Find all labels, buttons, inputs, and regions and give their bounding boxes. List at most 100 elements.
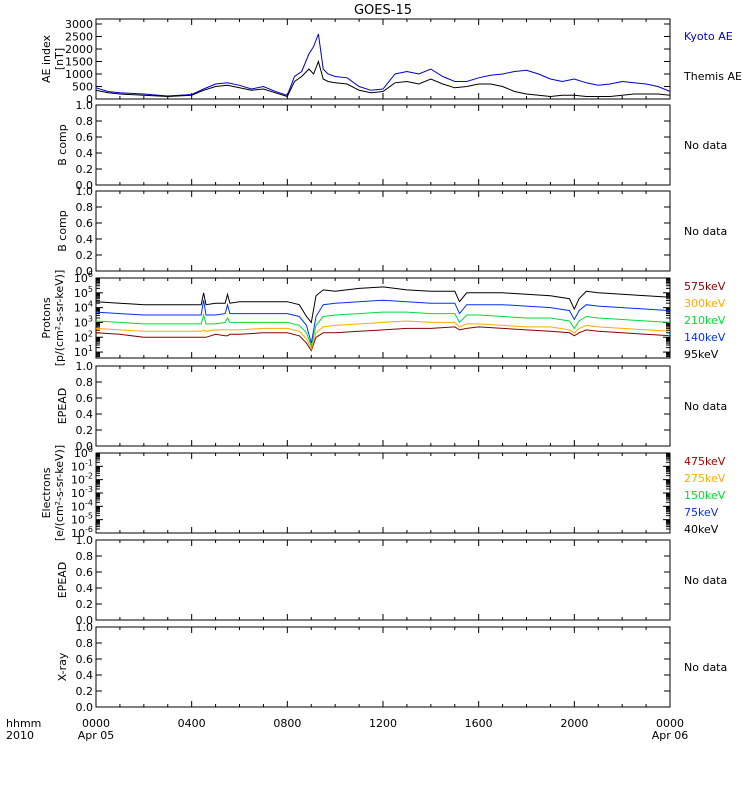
footer-hhmm: hhmm xyxy=(6,717,41,730)
y-axis-label: X-ray xyxy=(56,652,69,681)
y-tick-label: 0.4 xyxy=(76,582,94,595)
legend-40keV: 40keV xyxy=(684,523,719,536)
y-axis-label: Protons xyxy=(40,297,53,338)
y-tick-label: 102 xyxy=(74,329,93,344)
y-tick-label: 0.4 xyxy=(76,669,94,682)
panel-xray: X-ray 0.0 0.2 0.4 0.6 0.8 1.0 No data xyxy=(56,621,727,714)
y-tick-label: 10-4 xyxy=(71,498,93,513)
y-tick-label: 1500 xyxy=(65,56,93,69)
x-tick-label: 0400 xyxy=(178,717,206,730)
legend-300keV: 300keV xyxy=(684,297,726,310)
legend-140keV: 140keV xyxy=(684,331,726,344)
legend-themis-ae: Themis AE xyxy=(683,70,742,83)
y-tick-label: 0.0 xyxy=(76,614,94,627)
y-tick-label: 10-2 xyxy=(71,472,93,487)
x-tick-label: 0000 xyxy=(656,717,684,730)
legend-475keV: 475keV xyxy=(684,455,726,468)
y-tick-label: 10-1 xyxy=(71,458,93,473)
y-axis-label: EPEAD xyxy=(56,388,69,425)
y-tick-label: 0.8 xyxy=(76,637,94,650)
y-tick-label: 0.6 xyxy=(76,653,94,666)
panel-electrons: Electrons [e/(cm²-s-sr-keV)] 10-610-510-41… xyxy=(40,445,726,541)
series-line-95keV xyxy=(95,286,671,324)
y-tick-label: 0.8 xyxy=(76,115,94,128)
panel-b1: B comp 0.0 0.2 0.4 0.6 0.8 1.0 No data xyxy=(56,99,727,192)
series-line-210keV xyxy=(95,311,671,348)
legend-95keV: 95keV xyxy=(684,348,719,361)
y-tick-label: 0.6 xyxy=(76,217,94,230)
y-tick-label: 106 xyxy=(74,270,93,285)
panel-epead1: EPEAD 0.0 0.2 0.4 0.6 0.8 1.0 No data xyxy=(56,360,727,453)
no-data-note: No data xyxy=(684,574,727,587)
y-tick-label: 10-3 xyxy=(71,485,93,500)
y-tick-label: 0.6 xyxy=(76,392,94,405)
y-axis-label-unit: [nT] xyxy=(53,48,66,70)
y-tick-label: 1.0 xyxy=(76,621,94,634)
y-tick-label: 0.2 xyxy=(76,424,94,437)
y-tick-label: 0.4 xyxy=(76,147,94,160)
footer-date-start: Apr 05 xyxy=(78,729,115,742)
y-tick-label: 0.8 xyxy=(76,550,94,563)
series-line-themis-ae xyxy=(95,59,671,98)
panel-b2: B comp 0.0 0.2 0.4 0.6 0.8 1.0 No data xyxy=(56,185,727,278)
panel-epead2: EPEAD 0.0 0.2 0.4 0.6 0.8 1.0 No data xyxy=(56,534,727,627)
x-tick-label: 2000 xyxy=(560,717,588,730)
y-tick-label: 1.0 xyxy=(76,360,94,373)
series-line-575keV xyxy=(95,326,671,352)
legend-210keV: 210keV xyxy=(684,314,726,327)
series-line-kyoto-ae xyxy=(95,33,671,97)
y-tick-label: 1.0 xyxy=(76,99,94,112)
y-tick-label: 0.0 xyxy=(76,179,94,192)
y-tick-label: 0 xyxy=(86,93,93,106)
y-tick-label: 105 xyxy=(74,285,93,300)
series-line-140keV xyxy=(95,299,671,344)
y-tick-label: 10-5 xyxy=(71,512,93,527)
y-tick-label: 0.8 xyxy=(76,201,94,214)
legend-575keV: 575keV xyxy=(684,280,726,293)
chart-title: GOES-15 xyxy=(354,3,412,18)
y-tick-label: 2500 xyxy=(65,31,93,44)
y-tick-label: 0.0 xyxy=(76,440,94,453)
y-tick-label: 0.2 xyxy=(76,163,94,176)
legend-150keV: 150keV xyxy=(684,489,726,502)
legend-275keV: 275keV xyxy=(684,472,726,485)
y-axis-label: B comp xyxy=(56,124,69,166)
time-axis-footer: hhmm 2010 Apr 05 Apr 06 0000 0400 0800 1200… xyxy=(6,717,688,742)
y-tick-label: 0.4 xyxy=(76,408,94,421)
footer-date-end: Apr 06 xyxy=(652,729,689,742)
y-tick-label: 2000 xyxy=(65,43,93,56)
y-tick-label: 0.6 xyxy=(76,131,94,144)
series-line-300keV xyxy=(95,320,671,351)
y-axis-label: B comp xyxy=(56,210,69,252)
y-axis-label: Electrons xyxy=(40,467,53,518)
y-tick-label: 104 xyxy=(74,300,93,315)
footer-year: 2010 xyxy=(6,729,34,742)
y-axis-label: AE index xyxy=(40,34,53,83)
y-tick-label: 0.8 xyxy=(76,376,94,389)
y-tick-label: 0.2 xyxy=(76,598,94,611)
y-tick-label: 500 xyxy=(72,81,93,94)
y-axis-label-unit: [e/(cm²-s-sr-keV)] xyxy=(53,445,66,541)
x-tick-label: 1600 xyxy=(465,717,493,730)
y-tick-label: 0.6 xyxy=(76,566,94,579)
y-tick-label: 0.0 xyxy=(76,265,94,278)
y-tick-label: 103 xyxy=(74,314,93,329)
y-tick-label: 0.2 xyxy=(76,685,94,698)
x-tick-label: 0800 xyxy=(273,717,301,730)
y-axis-label-unit: [p/(cm²-s-sr-keV)] xyxy=(53,270,66,367)
y-tick-label: 1.0 xyxy=(76,534,94,547)
no-data-note: No data xyxy=(684,225,727,238)
x-tick-label: 0000 xyxy=(82,717,110,730)
no-data-note: No data xyxy=(684,139,727,152)
no-data-note: No data xyxy=(684,400,727,413)
y-tick-label: 101 xyxy=(74,344,93,359)
y-tick-label: 0.4 xyxy=(76,233,94,246)
y-tick-label: 0.2 xyxy=(76,249,94,262)
y-tick-label: 0.0 xyxy=(76,701,94,714)
no-data-note: No data xyxy=(684,661,727,674)
panel-protons: Protons [p/(cm²-s-sr-keV)] 101102103104105… xyxy=(40,270,726,367)
y-axis-label: EPEAD xyxy=(56,562,69,599)
legend-kyoto-ae: Kyoto AE xyxy=(684,30,733,43)
